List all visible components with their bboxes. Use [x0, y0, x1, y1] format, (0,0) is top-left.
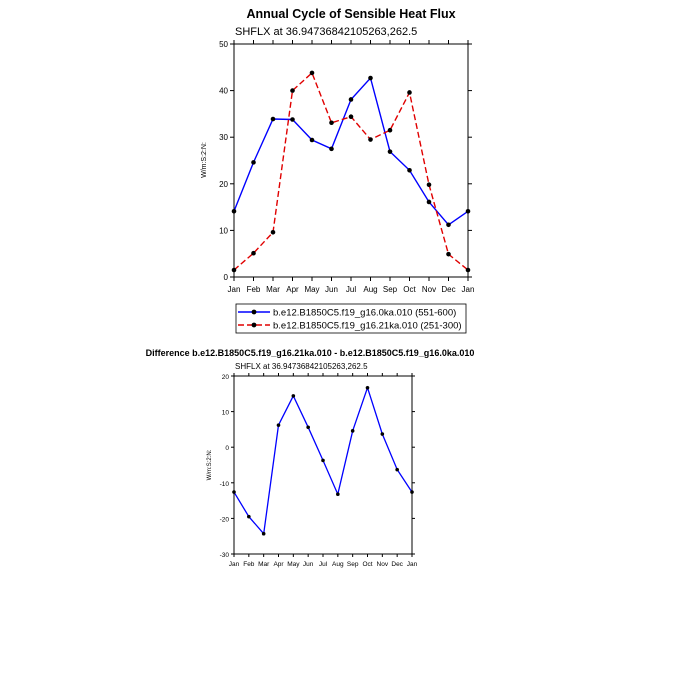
chart1-xtick-label-2: Mar [266, 285, 280, 294]
chart2-xtick-label-7: Aug [332, 561, 344, 568]
chart2-xtick-label-9: Oct [362, 561, 372, 568]
chart1-ytick-label-4: 40 [219, 87, 228, 96]
chart1-ytick-label-5: 50 [219, 40, 228, 49]
chart2-series-1-point-1 [247, 514, 251, 519]
chart1-series-2-point-5 [329, 120, 334, 126]
chart1-series-2-point-7 [368, 137, 373, 142]
chart1-series-1-point-12 [465, 208, 471, 214]
chart2-ytick-label-0: -30 [220, 552, 230, 559]
chart1-legend: b.e12.B1850C5.f19_g16.0ka.010 (551-600) … [235, 303, 467, 334]
chart1-series-1-point-4 [309, 137, 315, 143]
chart1-series-2-point-1 [251, 250, 256, 256]
chart2-xtick-label-3: Apr [273, 561, 284, 568]
chart2-series-1-point-4 [291, 394, 296, 398]
chart2-title: Difference b.e12.B1850C5.f19_g16.21ka.01… [146, 348, 475, 358]
chart2-series-1-point-3 [276, 423, 281, 427]
chart1-xtick-label-9: Oct [403, 285, 416, 294]
chart2-series-1-point-11 [395, 467, 399, 472]
chart1-series-2-point-12 [465, 267, 471, 273]
legend-label-series-2: b.e12.B1850C5.f19_g16.21ka.010 (251-300) [273, 321, 462, 332]
chart1-xtick-label-3: Apr [286, 285, 299, 294]
chart1-xtick-label-10: Nov [422, 285, 436, 294]
legend-label-series-1: b.e12.B1850C5.f19_g16.0ka.010 (551-600) [273, 308, 456, 319]
chart1-ytick-label-3: 30 [219, 133, 228, 142]
chart1-series-1-point-5 [329, 146, 334, 152]
chart2-ytick-label-2: -10 [220, 481, 230, 488]
chart2-xtick-label-11: Dec [391, 561, 403, 568]
chart1-series-2-point-0 [231, 267, 237, 273]
chart2-series-1-point-10 [380, 432, 385, 436]
chart2-series-1-point-0 [232, 490, 236, 494]
chart1-series-2-point-3 [290, 88, 295, 93]
chart2-series-1-point-12 [410, 490, 414, 494]
chart1-series-2-point-2 [270, 229, 276, 235]
chart1-xtick-label-6: Jul [346, 285, 356, 294]
chart2-series-1-point-9 [365, 385, 370, 390]
chart2-xtick-label-4: May [287, 561, 300, 568]
chart2-series-1-point-5 [306, 425, 310, 430]
chart1-xtick-label-12: Jan [462, 285, 475, 294]
chart2-ylabel: W/m:S:2:N: [207, 449, 213, 480]
chart1-ytick-label-2: 20 [219, 180, 228, 189]
chart2-series-1-point-8 [350, 429, 355, 433]
chart1-ytick-label-1: 10 [219, 226, 228, 235]
chart1-series-1-point-10 [426, 199, 432, 205]
chart2-xtick-label-10: Nov [377, 561, 389, 568]
chart1-series-1-point-6 [348, 97, 354, 102]
chart1-series-1-point-8 [387, 149, 393, 154]
chart2-ytick-label-3: 0 [225, 445, 229, 452]
chart1-series-1-point-2 [270, 116, 276, 122]
chart2-xtick-label-12: Jan [407, 561, 418, 568]
chart1-xtick-label-0: Jan [228, 285, 241, 294]
chart1-series-2-point-4 [309, 70, 315, 76]
chart2-series-1-point-2 [261, 531, 266, 536]
chart1-series-1-point-1 [251, 160, 256, 165]
chart1-xtick-label-1: Feb [247, 285, 261, 294]
chart1-series-2-point-8 [387, 127, 393, 133]
chart2-ytick-label-1: -20 [220, 516, 230, 523]
chart1-series-2-point-6 [348, 114, 354, 119]
chart1-series-2-point-9 [407, 90, 412, 95]
legend-marker-series-2 [251, 322, 257, 328]
chart2-xtick-label-8: Sep [347, 561, 359, 568]
chart1-ylabel: W/m:S:2:N: [201, 142, 208, 178]
chart1-series-1-point-3 [290, 117, 295, 122]
chart2-xtick-label-6: Jul [319, 561, 328, 568]
chart2-xtick-label-2: Mar [258, 561, 270, 568]
chart2-ytick-label-4: 10 [222, 410, 230, 417]
chart2-series-1-point-7 [336, 492, 340, 496]
chart1-subtitle: SHFLX at 36.94736842105263,262.5 [235, 26, 417, 38]
chart2-xtick-label-1: Feb [243, 561, 255, 568]
chart2-xtick-label-5: Jun [303, 561, 314, 568]
chart2-series-1-point-6 [321, 458, 325, 463]
chart1-xtick-label-8: Sep [383, 285, 398, 294]
chart1-xtick-label-5: Jun [325, 285, 338, 294]
chart1-xtick-label-11: Dec [441, 285, 455, 294]
chart2-subtitle: SHFLX at 36.94736842105263,262.5 [235, 362, 368, 371]
chart1-series-1-point-7 [368, 75, 373, 81]
chart1-series-1-point-0 [231, 208, 237, 214]
chart1-xtick-label-7: Aug [363, 285, 377, 294]
chart1-series-2-point-11 [446, 251, 451, 257]
chart1-series-1-point-9 [407, 167, 412, 173]
legend-box [235, 303, 467, 334]
chart1-series-2-point-10 [426, 182, 432, 188]
chart2-ytick-label-5: 20 [222, 374, 230, 381]
chart2-xtick-label-0: Jan [229, 561, 240, 568]
legend-marker-series-1 [251, 309, 257, 315]
chart1-ytick-label-0: 0 [224, 273, 229, 282]
chart1-title: Annual Cycle of Sensible Heat Flux [246, 7, 455, 21]
chart1-plot-area: 0 10 20 30 40 50 Jan Feb Mar Apr May Jun Jul Aug Sep Oc… [219, 40, 474, 294]
chart1-xtick-label-4: May [304, 285, 319, 294]
chart1-series-1-point-11 [446, 222, 451, 228]
